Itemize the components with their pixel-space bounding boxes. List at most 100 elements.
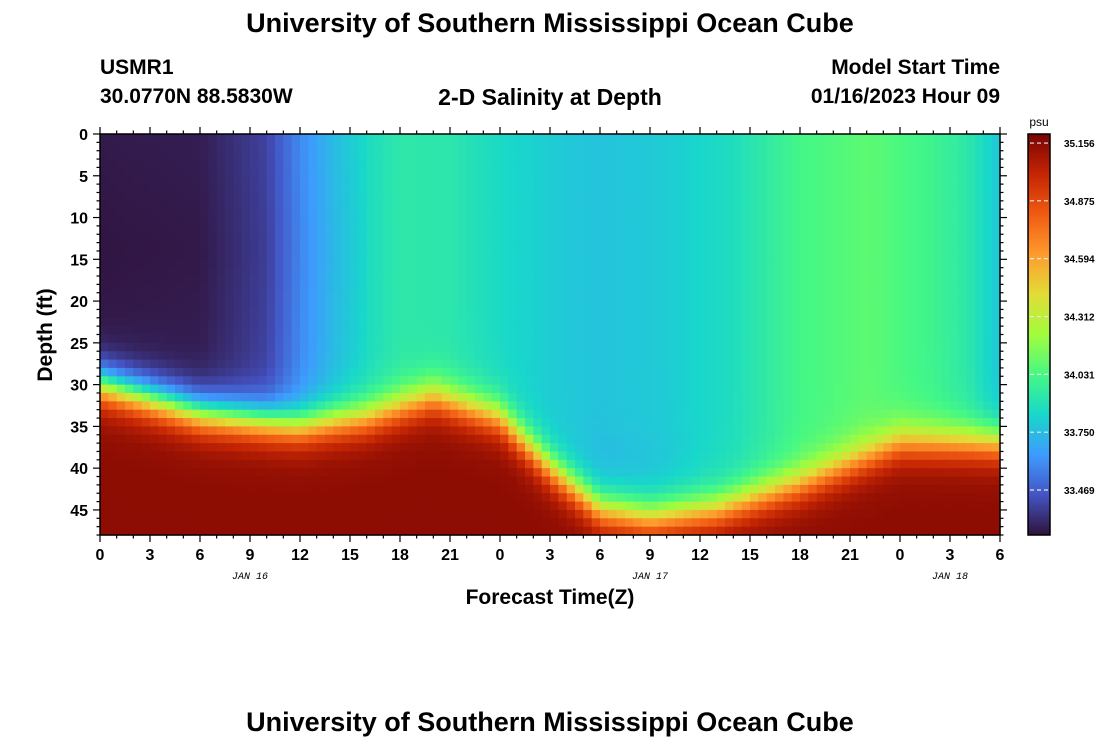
heatmap-cell [883, 526, 893, 536]
heatmap-cell [258, 342, 268, 352]
heatmap-cell [308, 242, 318, 252]
heatmap-cell [658, 334, 668, 344]
heatmap-cell [383, 134, 393, 143]
heatmap-cell [716, 225, 726, 235]
heatmap-cell [641, 451, 651, 461]
heatmap-cell [241, 334, 251, 344]
heatmap-cell [733, 451, 743, 461]
heatmap-cell [275, 200, 284, 210]
heatmap-cell [241, 242, 251, 252]
heatmap-cell [858, 259, 868, 269]
heatmap-cell [191, 200, 201, 210]
heatmap-cell [891, 501, 901, 511]
heatmap-cell [533, 509, 543, 519]
heatmap-cell [600, 192, 609, 202]
heatmap-cell [158, 351, 168, 361]
heatmap-cell [416, 509, 426, 519]
heatmap-cell [108, 451, 118, 461]
heatmap-cell [950, 292, 959, 302]
heatmap-cell [141, 217, 151, 227]
heatmap-cell [791, 443, 801, 453]
heatmap-cell [408, 426, 418, 436]
heatmap-cell [816, 234, 826, 244]
heatmap-cell [716, 175, 726, 185]
heatmap-cell [216, 200, 226, 210]
heatmap-cell [758, 501, 768, 511]
heatmap-cell [658, 209, 668, 219]
heatmap-cell [650, 526, 659, 536]
heatmap-cell [141, 326, 151, 336]
heatmap-cell [925, 326, 934, 336]
heatmap-cell [741, 259, 751, 269]
heatmap-cell [283, 242, 293, 252]
heatmap-cell [183, 317, 193, 327]
heatmap-cell [100, 476, 109, 486]
heatmap-cell [341, 468, 351, 478]
heatmap-cell [925, 192, 934, 202]
heatmap-cell [558, 526, 568, 536]
heatmap-cell [708, 443, 718, 453]
heatmap-cell [933, 334, 943, 344]
heatmap-cell [200, 418, 209, 427]
heatmap-cell [591, 317, 601, 327]
heatmap-cell [425, 192, 434, 202]
heatmap-cell [891, 367, 901, 377]
heatmap-cell [383, 401, 393, 411]
heatmap-cell [408, 468, 418, 478]
heatmap-cell [891, 225, 901, 235]
heatmap-cell [516, 501, 526, 511]
heatmap-cell [208, 476, 218, 486]
heatmap-cell [175, 459, 184, 469]
heatmap-cell [233, 468, 243, 478]
heatmap-cell [258, 443, 268, 453]
heatmap-cell [800, 301, 809, 311]
heatmap-cell [616, 367, 626, 377]
heatmap-cell [883, 493, 893, 503]
heatmap-cell [750, 309, 759, 319]
heatmap-cell [108, 134, 118, 143]
heatmap-cell [683, 418, 693, 427]
heatmap-cell [600, 284, 609, 294]
heatmap-cell [433, 459, 443, 469]
heatmap-cell [733, 209, 743, 219]
heatmap-cell [125, 250, 134, 260]
heatmap-cell [758, 234, 768, 244]
heatmap-cell [541, 225, 551, 235]
heatmap-cell [600, 501, 609, 511]
heatmap-cell [791, 493, 801, 503]
heatmap-cell [583, 200, 593, 210]
heatmap-cell [183, 334, 193, 344]
heatmap-cell [308, 501, 318, 511]
heatmap-cell [783, 276, 793, 285]
heatmap-cell [641, 459, 651, 469]
heatmap-cell [458, 242, 468, 252]
heatmap-cell [633, 209, 643, 219]
heatmap-cell [266, 267, 276, 277]
heatmap-cell [125, 409, 134, 419]
heatmap-cell [566, 184, 576, 194]
heatmap-cell [933, 184, 943, 194]
heatmap-cell [300, 167, 309, 177]
heatmap-cell [100, 209, 109, 219]
heatmap-cell [208, 326, 218, 336]
heatmap-cell [416, 468, 426, 478]
heatmap-cell [258, 292, 268, 302]
heatmap-cell [250, 401, 259, 411]
heatmap-cell [575, 284, 584, 294]
heatmap-cell [908, 334, 918, 344]
heatmap-cell [116, 267, 126, 277]
heatmap-cell [325, 392, 334, 402]
heatmap-cell [200, 134, 209, 143]
heatmap-cell [875, 192, 884, 202]
heatmap-cell [475, 184, 484, 194]
heatmap-cell [350, 142, 359, 152]
heatmap-cell [350, 476, 359, 486]
heatmap-cell [166, 150, 176, 160]
heatmap-cell [891, 217, 901, 227]
heatmap-cell [658, 301, 668, 311]
heatmap-cell [441, 434, 451, 444]
heatmap-cell [608, 418, 618, 427]
heatmap-cell [733, 459, 743, 469]
heatmap-cell [466, 142, 476, 152]
heatmap-cell [750, 426, 759, 436]
